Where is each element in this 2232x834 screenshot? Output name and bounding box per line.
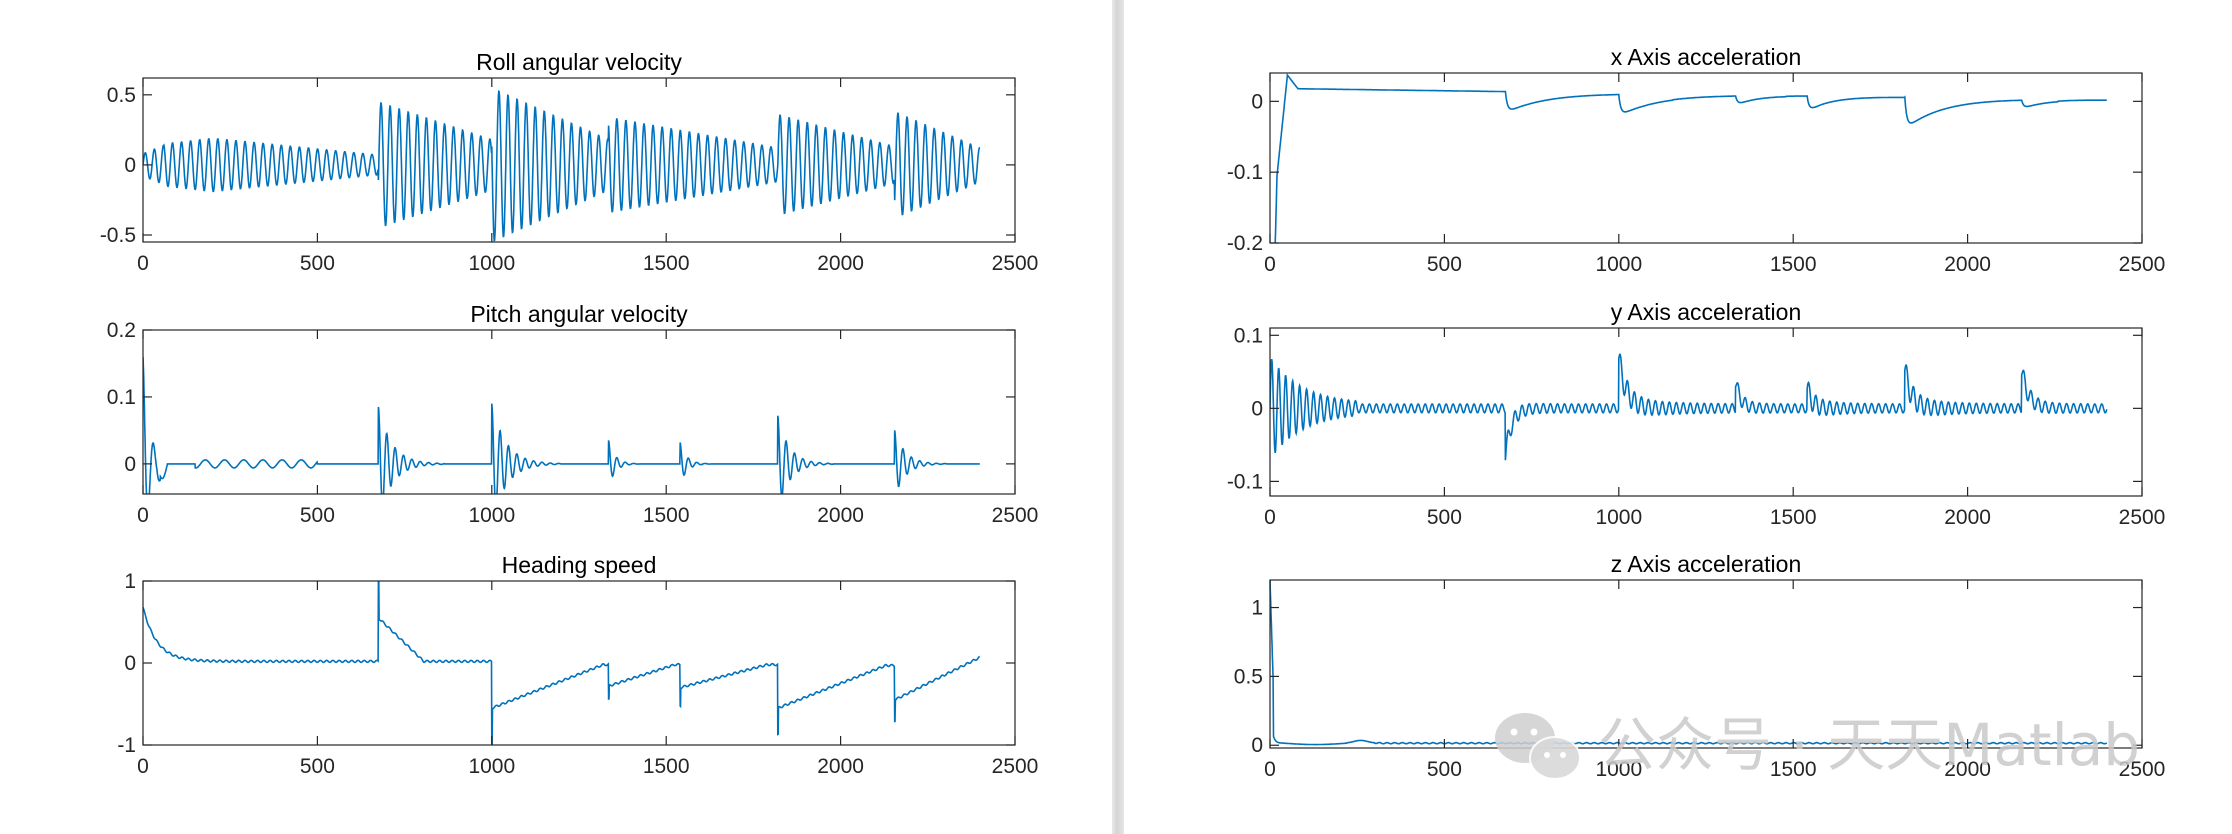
axes-box-accz <box>1269 579 2143 749</box>
x-tick-label: 1000 <box>468 504 515 527</box>
x-tick-label: 2500 <box>992 504 1039 527</box>
subplot-pitch: 0 500 1000 1500 2000 2500 0 0.1 0.2 Pitch angular… <box>107 301 1039 527</box>
x-tick-label: 1500 <box>1770 253 1817 276</box>
y-tick-label: 0.2 <box>107 319 136 342</box>
x-tick-label: 1500 <box>643 504 690 527</box>
y-tick-label: 0 <box>124 652 136 675</box>
y-tick-label: -0.5 <box>100 224 136 247</box>
series-line-accx <box>1270 73 2107 243</box>
y-tick-label: 0 <box>1251 397 1263 420</box>
chart-title: Pitch angular velocity <box>470 301 688 327</box>
x-tick-label: 1000 <box>468 755 515 778</box>
x-tick-label: 500 <box>300 755 335 778</box>
x-tick-label: 2000 <box>1944 506 1991 529</box>
x-tick-label: 500 <box>300 504 335 527</box>
watermark-text: 公众号 · 天天Matlab <box>1598 711 2140 779</box>
x-tick-label: 0 <box>137 755 149 778</box>
y-tick-label: 1 <box>124 570 136 593</box>
chart-title: Roll angular velocity <box>476 49 682 75</box>
x-tick-label: 0 <box>1264 253 1276 276</box>
y-tick-label: 0.5 <box>107 84 136 107</box>
x-tick-label: 0 <box>1264 758 1276 781</box>
x-tick-label: 1000 <box>468 252 515 275</box>
chart-title: z Axis acceleration <box>1611 551 1801 577</box>
y-tick-label: -0.2 <box>1227 232 1263 255</box>
axes-box-accy <box>1269 327 2143 497</box>
x-tick-label: 2500 <box>2119 506 2166 529</box>
y-tick-label: 1 <box>1251 597 1263 620</box>
subplot-accx: 0 500 1000 1500 2000 2500 -0.2 -0.1 0 x Axis acce… <box>1227 44 2166 276</box>
x-tick-label: 1000 <box>1595 758 1642 781</box>
x-tick-label: 500 <box>1427 758 1462 781</box>
x-tick-label: 1500 <box>643 252 690 275</box>
x-tick-label: 0 <box>137 504 149 527</box>
y-tick-label: 0.5 <box>1234 665 1263 688</box>
subplot-accy: 0 500 1000 1500 2000 2500-0.100.1y Axis accel… <box>1227 299 2166 529</box>
series-line-accy <box>1270 353 2108 461</box>
chart-title: y Axis acceleration <box>1611 299 1801 325</box>
x-tick-label: 1000 <box>1595 506 1642 529</box>
x-tick-label: 1500 <box>643 755 690 778</box>
axes-box-roll <box>142 77 1016 243</box>
y-tick-label: 0.1 <box>1234 324 1263 347</box>
series-line-roll <box>143 89 981 242</box>
x-tick-label: 2500 <box>2119 253 2166 276</box>
y-tick-label: 0 <box>1251 90 1263 113</box>
x-tick-label: 2500 <box>992 755 1039 778</box>
series-line-pitch <box>143 356 980 494</box>
x-tick-label: 1500 <box>1770 506 1817 529</box>
x-tick-label: 0 <box>137 252 149 275</box>
y-tick-label: -0.1 <box>1227 470 1263 493</box>
x-tick-label: 500 <box>300 252 335 275</box>
x-tick-label: 500 <box>1427 253 1462 276</box>
axes-box-accx <box>1269 72 2143 244</box>
chart-title: x Axis acceleration <box>1611 44 1801 70</box>
y-tick-label: 0 <box>124 453 136 476</box>
x-tick-label: 0 <box>1264 506 1276 529</box>
y-tick-label: -1 <box>117 734 136 757</box>
x-tick-label: 1500 <box>1770 758 1817 781</box>
y-tick-label: 0.1 <box>107 386 136 409</box>
axes-box-pitch <box>142 329 1016 495</box>
watermark: 公众号 · 天天Matlab <box>1495 711 2140 780</box>
x-tick-label: 2000 <box>1944 253 1991 276</box>
x-tick-label: 2000 <box>817 504 864 527</box>
x-tick-label: 2500 <box>2119 758 2166 781</box>
x-tick-label: 2000 <box>817 252 864 275</box>
x-tick-label: 2500 <box>992 252 1039 275</box>
x-tick-label: 500 <box>1427 506 1462 529</box>
y-tick-label: 0 <box>1251 734 1263 757</box>
subplot-accz: 0 500 1000 1500 2000 2500 0 0.5 1 z Axis accelera… <box>1234 551 2166 781</box>
x-tick-label: 1000 <box>1595 253 1642 276</box>
x-tick-label: 2000 <box>1944 758 1991 781</box>
y-tick-label: 0 <box>124 154 136 177</box>
y-tick-label: -0.1 <box>1227 161 1263 184</box>
x-tick-label: 2000 <box>817 755 864 778</box>
series-line-heading <box>143 581 980 745</box>
chart-title: Heading speed <box>502 552 657 578</box>
window-divider <box>1112 0 1124 834</box>
wechat-icon <box>1495 713 1581 780</box>
